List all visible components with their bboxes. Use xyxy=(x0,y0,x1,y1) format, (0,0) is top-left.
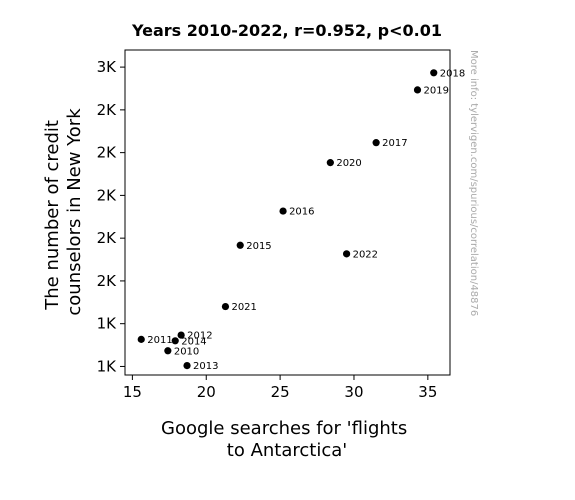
data-point-2016 xyxy=(279,207,287,215)
data-point-2015 xyxy=(236,241,244,249)
x-axis-ticks: 15 20 25 30 35 xyxy=(123,375,437,401)
y-axis-label: The number of credit counselors in New Y… xyxy=(42,108,85,316)
data-point-2012 xyxy=(177,331,185,339)
y-tick-label: 2K xyxy=(97,272,118,290)
data-point-label-2016: 2016 xyxy=(289,207,314,218)
x-tick-label: 15 xyxy=(123,383,142,401)
y-tick-label: 1K xyxy=(97,357,118,375)
data-point-label-2020: 2020 xyxy=(336,158,361,169)
data-point-label-2011: 2011 xyxy=(147,335,172,346)
y-tick-label: 3K xyxy=(97,58,118,76)
data-point-2022 xyxy=(342,250,351,258)
data-point-2014 xyxy=(171,337,179,345)
x-tick-label: 20 xyxy=(197,383,216,401)
data-point-label-2019: 2019 xyxy=(424,85,449,96)
x-axis-label-line-1: Google searches for 'flights xyxy=(161,418,407,439)
x-axis-label-line-2: to Antarctica' xyxy=(227,440,347,461)
y-tick-label: 2K xyxy=(97,101,118,119)
data-point-label-2010: 2010 xyxy=(174,346,199,357)
data-point-2013 xyxy=(183,361,191,370)
plot-area xyxy=(124,49,451,376)
data-point-label-2014: 2014 xyxy=(181,336,206,347)
data-point-label-2013: 2013 xyxy=(193,361,218,372)
data-point-2011 xyxy=(137,335,145,343)
y-axis-label-line-2: counselors in New York xyxy=(64,108,85,316)
data-point-label-2012: 2012 xyxy=(187,331,212,342)
x-tick-label: 35 xyxy=(418,383,437,401)
data-point-2020 xyxy=(326,159,334,167)
y-axis-ticks: 1K 1K 2K 2K 2K 2K 2K 3K xyxy=(97,58,125,375)
data-point-2019 xyxy=(413,86,422,94)
watermark-text: More info: tylervigen.com/spurious/corre… xyxy=(468,50,479,316)
data-point-label-2015: 2015 xyxy=(246,241,271,252)
y-tick-label: 2K xyxy=(97,186,118,204)
data-point-label-2018: 2018 xyxy=(440,68,465,79)
x-tick-label: 25 xyxy=(271,383,290,401)
data-point-label-2022: 2022 xyxy=(353,249,378,260)
data-point-2021 xyxy=(221,302,230,311)
data-point-2018 xyxy=(430,69,438,77)
y-tick-label: 1K xyxy=(97,315,118,333)
y-tick-label: 2K xyxy=(97,229,118,247)
x-tick-label: 30 xyxy=(344,383,363,401)
data-point-2017 xyxy=(372,139,380,147)
data-point-label-2017: 2017 xyxy=(382,138,407,149)
chart-title: Years 2010-2022, r=0.952, p<0.01 xyxy=(131,21,442,40)
x-axis-label: Google searches for 'flights to Antarcti… xyxy=(161,418,413,461)
data-point-2010 xyxy=(164,347,172,355)
y-tick-label: 2K xyxy=(97,144,118,162)
y-axis-label-line-1: The number of credit xyxy=(42,120,63,311)
data-point-label-2021: 2021 xyxy=(231,302,256,313)
